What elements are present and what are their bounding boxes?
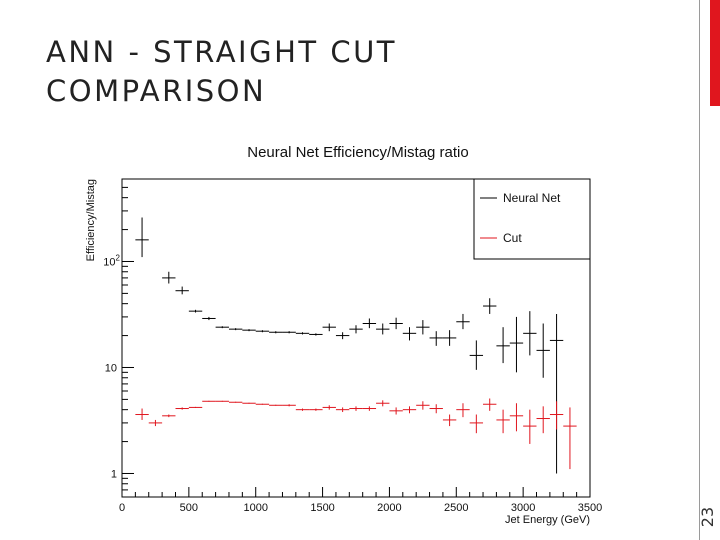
y-tick-label: 102 bbox=[103, 253, 120, 268]
data-point bbox=[509, 316, 524, 373]
data-point bbox=[523, 311, 537, 356]
data-point bbox=[335, 332, 350, 340]
data-point bbox=[496, 409, 510, 434]
slide-divider bbox=[699, 0, 700, 540]
y-tick-label-base: 10 bbox=[105, 362, 117, 374]
data-point bbox=[188, 406, 203, 408]
data-point bbox=[202, 316, 216, 321]
data-point bbox=[536, 323, 550, 378]
data-point bbox=[255, 330, 270, 333]
data-point bbox=[215, 326, 229, 329]
data-point bbox=[469, 340, 484, 370]
data-point bbox=[309, 333, 323, 336]
data-points bbox=[135, 217, 577, 474]
data-point bbox=[228, 401, 243, 403]
data-point bbox=[563, 407, 577, 470]
data-point bbox=[416, 401, 430, 410]
x-tick-label: 3500 bbox=[578, 502, 602, 514]
data-point bbox=[269, 404, 283, 406]
accent-bar bbox=[710, 0, 720, 106]
slide-title-line-2: COMPARISON bbox=[46, 74, 267, 108]
data-point bbox=[295, 332, 310, 335]
slide-title-line-1: ANN - STRAIGHT CUT bbox=[46, 35, 398, 69]
data-point bbox=[509, 403, 524, 432]
data-point bbox=[429, 331, 443, 346]
series-cut bbox=[135, 398, 577, 470]
data-point bbox=[416, 320, 430, 335]
data-point bbox=[175, 286, 189, 295]
y-tick-label: 1 bbox=[111, 468, 117, 480]
data-point bbox=[442, 330, 457, 346]
data-point bbox=[349, 406, 363, 411]
data-point bbox=[549, 401, 564, 430]
data-point bbox=[483, 298, 497, 314]
y-tick-label-exponent: 2 bbox=[116, 253, 121, 262]
data-point bbox=[135, 408, 149, 420]
data-point bbox=[456, 313, 470, 330]
data-point bbox=[162, 414, 176, 418]
legend-box bbox=[473, 178, 591, 260]
data-point bbox=[309, 408, 323, 411]
data-point bbox=[175, 407, 189, 410]
x-tick-label: 500 bbox=[180, 502, 198, 514]
data-point bbox=[496, 327, 510, 364]
data-point bbox=[188, 309, 203, 313]
data-point bbox=[402, 406, 417, 414]
data-point bbox=[255, 403, 270, 405]
data-point bbox=[402, 327, 417, 341]
data-point bbox=[228, 328, 243, 331]
data-point bbox=[362, 406, 377, 411]
x-tick-label: 2000 bbox=[377, 502, 401, 514]
data-point bbox=[349, 325, 363, 334]
data-point bbox=[523, 409, 537, 444]
legend: Neural Net Cut bbox=[473, 178, 591, 260]
slide-number: 23 bbox=[698, 506, 717, 528]
data-point bbox=[242, 329, 256, 332]
data-point bbox=[469, 414, 484, 434]
x-tick-label: 0 bbox=[119, 502, 125, 514]
x-tick-label: 1000 bbox=[243, 502, 267, 514]
data-point bbox=[282, 404, 296, 407]
series-neural-net bbox=[135, 217, 564, 474]
data-point bbox=[549, 313, 564, 474]
data-point bbox=[456, 403, 470, 418]
data-point bbox=[162, 271, 176, 284]
y-tick-label: 10 bbox=[105, 362, 117, 374]
data-point bbox=[322, 323, 336, 332]
y-tick-label-base: 1 bbox=[111, 468, 117, 480]
data-point bbox=[135, 217, 149, 258]
data-point bbox=[295, 408, 310, 411]
data-point bbox=[148, 419, 163, 427]
x-tick-label: 2500 bbox=[444, 502, 468, 514]
y-axis-label: Efficiency/Mistag bbox=[85, 179, 97, 261]
slide-title: ANN - STRAIGHT CUT COMPARISON bbox=[46, 33, 666, 111]
data-point bbox=[442, 414, 457, 427]
data-point bbox=[202, 400, 216, 402]
data-point bbox=[335, 407, 350, 413]
data-point bbox=[362, 318, 377, 329]
chart-title: Neural Net Efficiency/Mistag ratio bbox=[247, 144, 468, 161]
data-point bbox=[483, 398, 497, 411]
data-point bbox=[376, 323, 390, 335]
plot-frame bbox=[121, 178, 591, 498]
x-tick-label: 3000 bbox=[511, 502, 535, 514]
data-point bbox=[269, 331, 283, 334]
legend-label: Cut bbox=[503, 231, 522, 245]
data-point bbox=[215, 400, 229, 402]
efficiency-mistag-chart: Neural Net Efficiency/Mistag ratio 0 500 1… bbox=[85, 144, 602, 526]
data-point bbox=[282, 331, 296, 334]
x-axis-label: Jet Energy (GeV) bbox=[505, 514, 590, 526]
data-point bbox=[389, 317, 403, 330]
y-tick-label-base: 10 bbox=[103, 256, 115, 268]
data-point bbox=[429, 404, 443, 414]
data-point bbox=[536, 406, 550, 434]
data-point bbox=[376, 400, 390, 407]
data-point bbox=[389, 407, 403, 415]
legend-label: Neural Net bbox=[503, 191, 561, 205]
data-point bbox=[242, 402, 256, 404]
data-point bbox=[322, 405, 336, 410]
x-tick-label: 1500 bbox=[310, 502, 334, 514]
